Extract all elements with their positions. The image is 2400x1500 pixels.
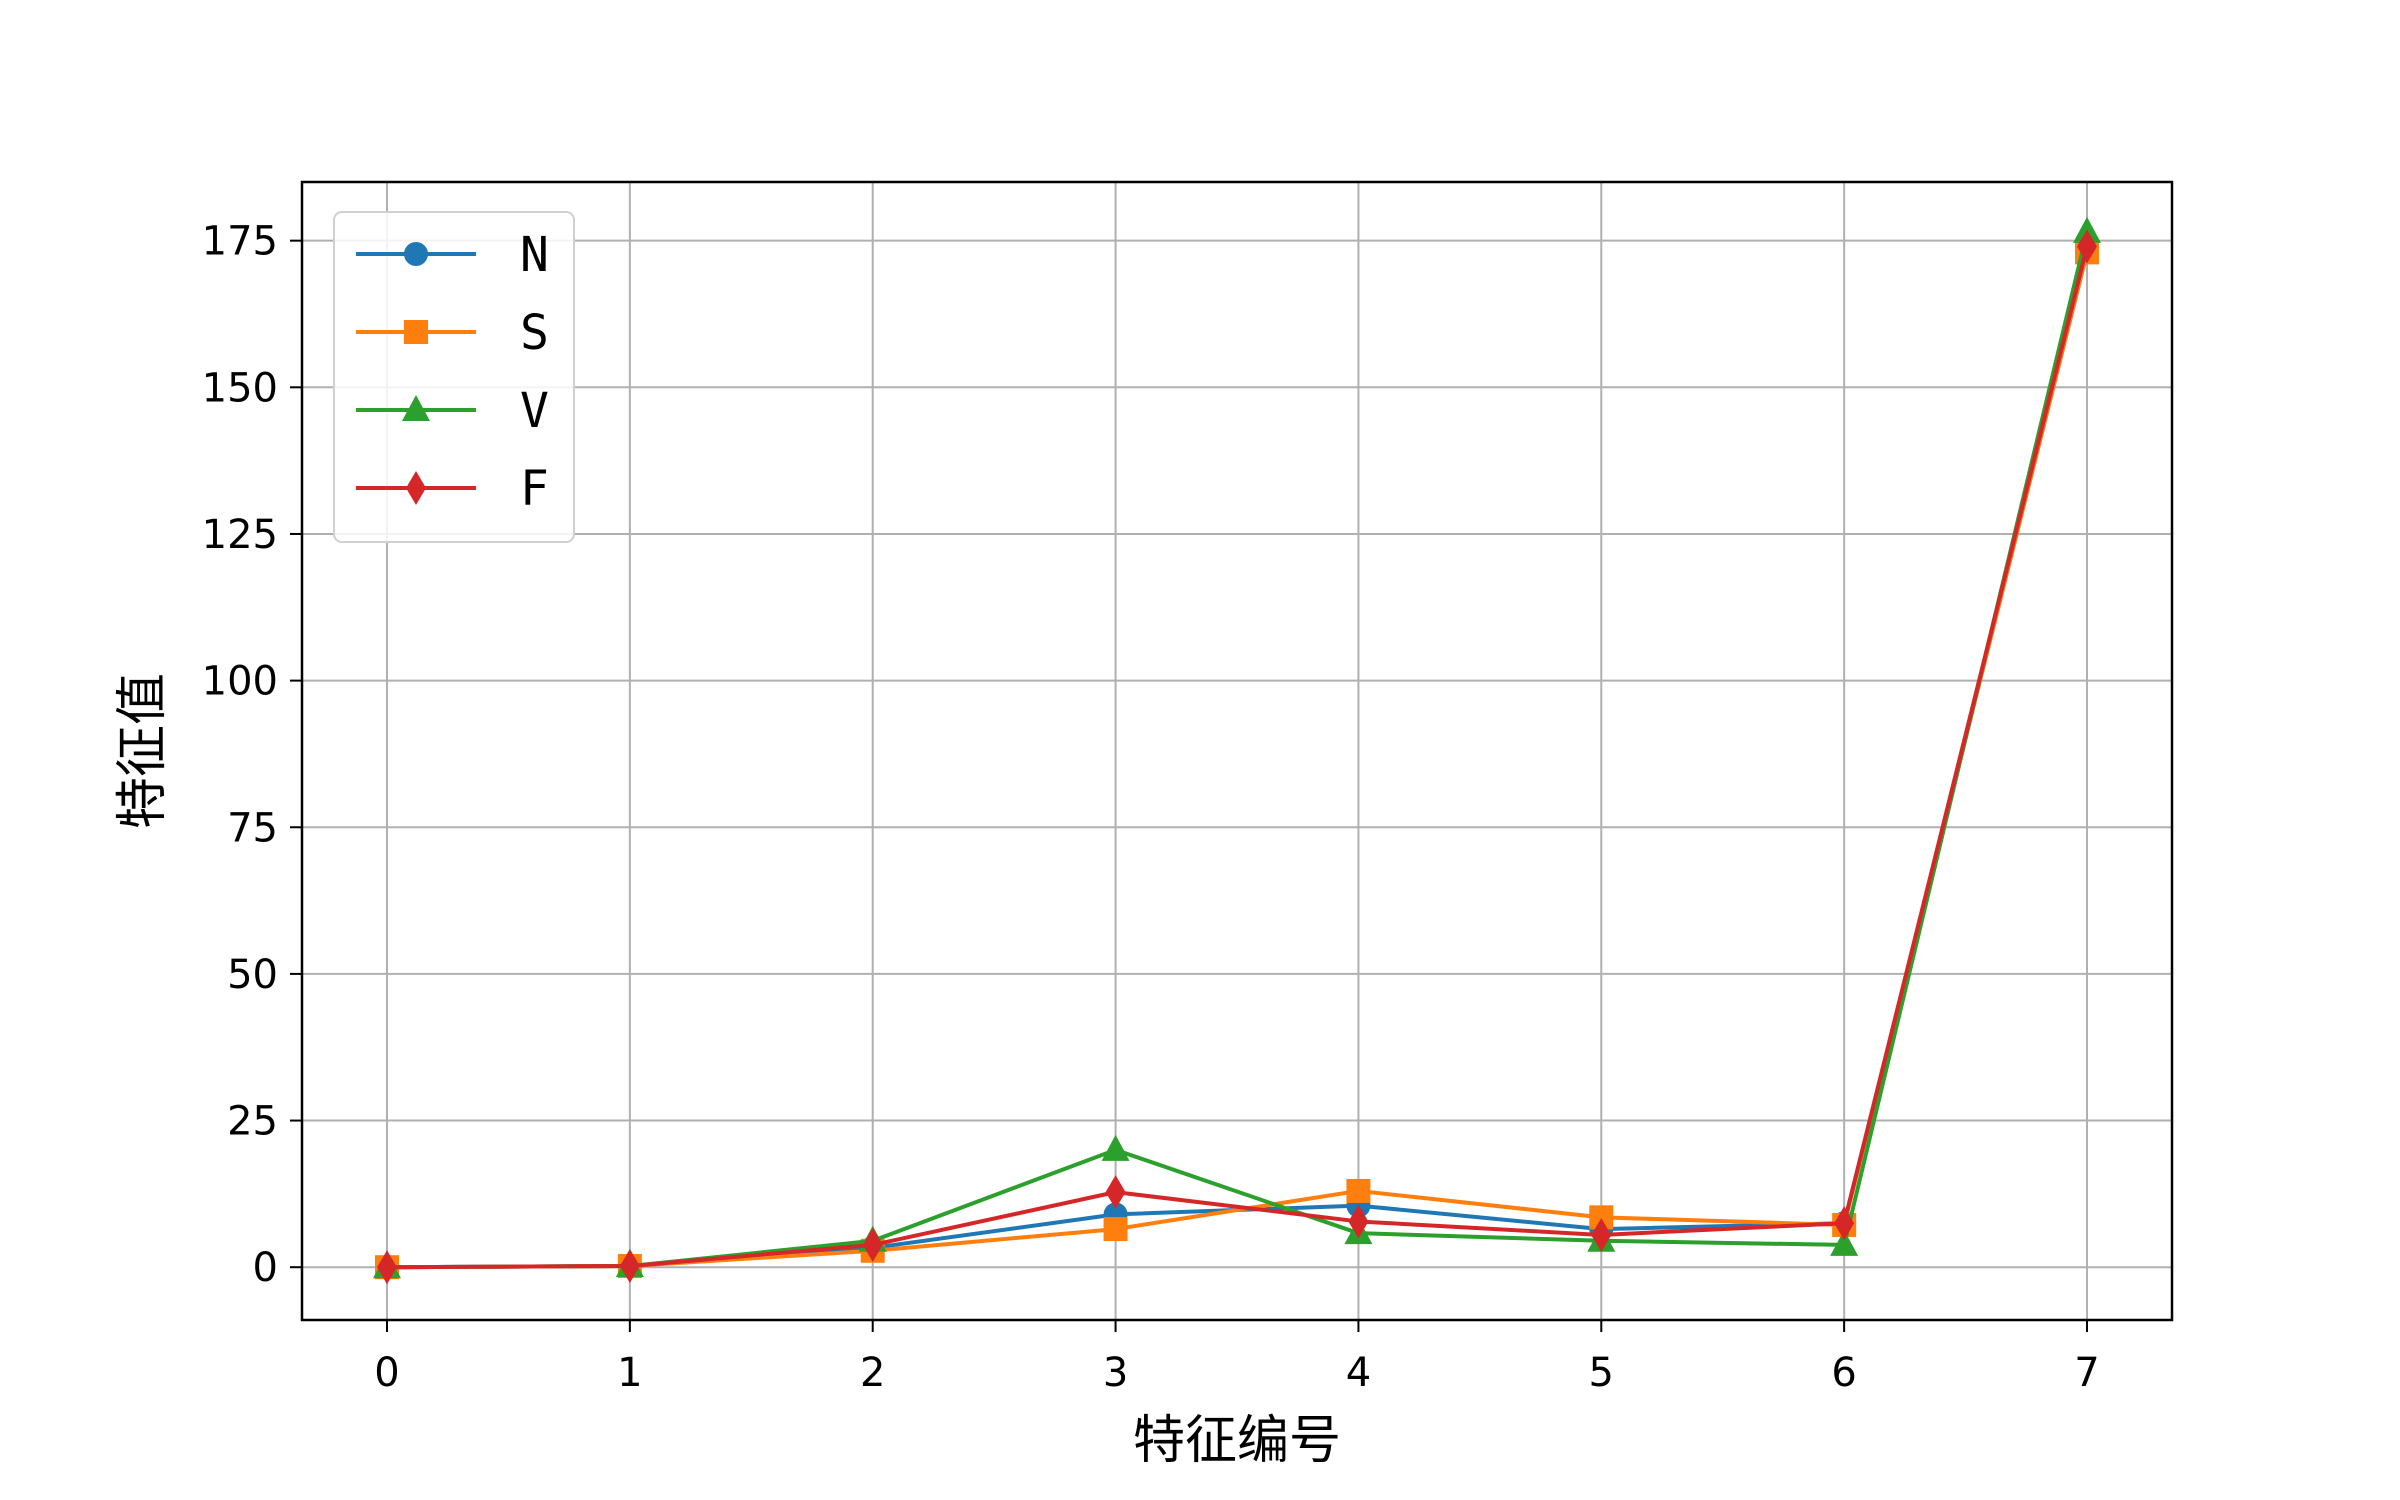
x-tick-label: 6 <box>1831 1350 1856 1396</box>
ticks: 0 1 2 3 4 5 6 7 0 25 50 75 100 125 150 175 <box>202 219 2100 1396</box>
y-tick-label: 175 <box>202 219 278 265</box>
series-group <box>373 216 2101 1285</box>
y-tick-label: 25 <box>227 1099 278 1145</box>
x-tick-label: 0 <box>374 1350 399 1396</box>
y-tick-label: 100 <box>202 659 278 705</box>
plot-background <box>302 182 2172 1320</box>
series-s-point <box>1346 1178 1371 1203</box>
x-tick-label: 4 <box>1346 1350 1371 1396</box>
series-f-point <box>2077 229 2097 264</box>
x-axis-label: 特征编号 <box>1133 1411 1341 1471</box>
legend-marker-n <box>404 242 428 266</box>
series-f-point <box>1834 1206 1855 1241</box>
series-f-point <box>1348 1204 1369 1239</box>
series-f-point <box>619 1249 640 1284</box>
y-tick-label: 0 <box>253 1245 278 1291</box>
legend-marker-v <box>402 395 430 421</box>
series-f-point <box>377 1250 397 1285</box>
grid <box>302 182 2172 1320</box>
x-tick-label: 5 <box>1589 1350 1614 1396</box>
series-f-point <box>862 1227 883 1262</box>
series-f <box>377 229 2097 1285</box>
series-v-point <box>1101 1134 1130 1161</box>
series-f-point <box>1591 1217 1612 1252</box>
legend-label-s: S <box>520 305 549 361</box>
y-axis-label: 特征值 <box>113 673 173 829</box>
legend-marker-s <box>404 320 428 344</box>
legend-box <box>333 211 575 543</box>
plot-frame <box>300 180 2174 1322</box>
x-tick-label: 7 <box>2074 1350 2099 1396</box>
series-s-point <box>1103 1217 1128 1242</box>
y-tick-label: 125 <box>202 512 278 558</box>
y-tick-label: 50 <box>227 952 278 998</box>
x-tick-label: 2 <box>860 1350 885 1396</box>
x-tick-label: 3 <box>1103 1350 1128 1396</box>
series-v-point <box>1830 1229 1859 1256</box>
y-tick-label: 75 <box>227 805 278 851</box>
legend-label-f: F <box>520 461 549 517</box>
y-tick-label: 150 <box>202 365 278 411</box>
legend-label-v: V <box>520 383 549 439</box>
legend-label-n: N <box>520 227 549 283</box>
x-tick-label: 1 <box>617 1350 642 1396</box>
legend-marker-f <box>406 471 426 505</box>
series-f-line <box>386 246 2089 1270</box>
series-f-point <box>1105 1175 1126 1210</box>
